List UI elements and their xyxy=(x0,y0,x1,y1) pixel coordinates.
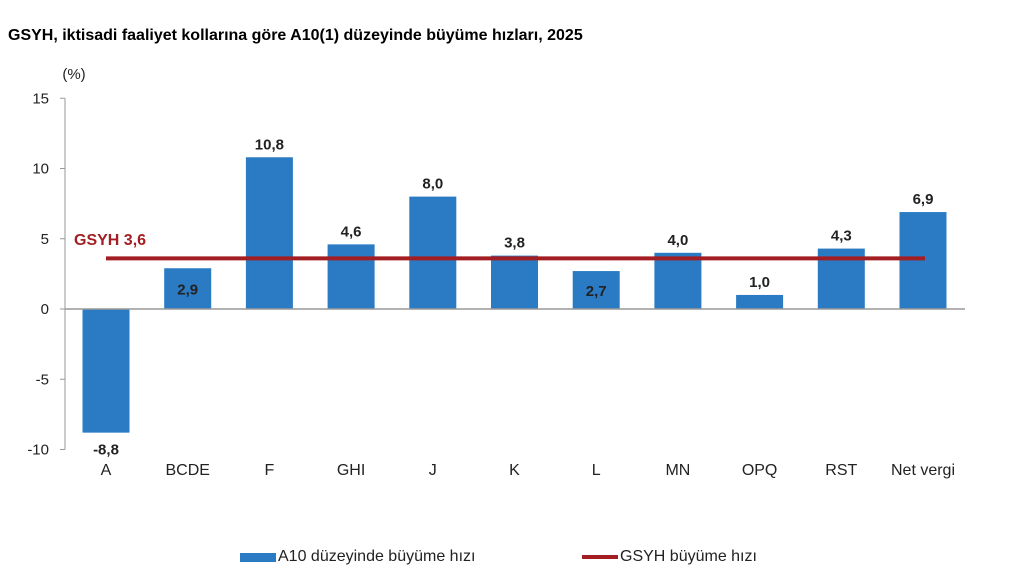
gsyh-annotation: GSYH 3,6 xyxy=(74,232,146,249)
bar xyxy=(164,268,212,309)
bar xyxy=(736,294,784,309)
y-axis-unit: (%) xyxy=(62,66,85,83)
x-category-label: F xyxy=(265,462,275,479)
x-category-label: J xyxy=(429,462,437,479)
x-category-label: OPQ xyxy=(742,462,778,479)
bar-value-label: 4,0 xyxy=(667,232,688,249)
y-tick-label: 15 xyxy=(32,90,49,107)
bar-value-label: 2,7 xyxy=(586,283,607,300)
legend-bar-swatch xyxy=(240,552,276,562)
bar-value-label: 2,9 xyxy=(177,282,198,299)
bar xyxy=(409,196,457,309)
bar-value-label: 3,8 xyxy=(504,235,525,252)
chart-title: GSYH, iktisadi faaliyet kollarına göre A… xyxy=(8,27,583,44)
y-tick-label: 5 xyxy=(41,231,49,248)
bar-value-label: 4,3 xyxy=(831,228,852,245)
bar xyxy=(654,252,702,309)
bar-value-label: 4,6 xyxy=(341,223,362,240)
bar-value-label: 8,0 xyxy=(422,176,443,193)
bar xyxy=(82,309,130,433)
x-category-label: MN xyxy=(665,462,690,479)
bar xyxy=(327,244,375,309)
x-category-label: A xyxy=(101,462,112,479)
x-category-label: BCDE xyxy=(165,462,209,479)
bar xyxy=(572,271,620,309)
y-tick-label: -10 xyxy=(27,442,49,459)
y-tick-label: 0 xyxy=(41,301,49,318)
legend-item-bars: A10 düzeyinde büyüme hızı xyxy=(240,548,475,566)
bar xyxy=(245,157,293,309)
bar xyxy=(899,212,947,309)
bar-value-label: 6,9 xyxy=(913,191,934,208)
bar-value-label: -8,8 xyxy=(93,442,119,459)
x-category-label: Net vergi xyxy=(891,462,955,479)
legend-line-label: GSYH büyüme hızı xyxy=(620,548,757,565)
bar xyxy=(491,255,538,309)
bar-value-label: 1,0 xyxy=(749,274,770,291)
y-tick-label: 10 xyxy=(32,161,49,178)
y-tick-label: -5 xyxy=(36,371,49,388)
x-category-label: L xyxy=(592,462,601,479)
x-category-label: GHI xyxy=(337,462,365,479)
x-category-label: K xyxy=(509,462,520,479)
legend-line-swatch xyxy=(582,555,618,559)
x-category-label: RST xyxy=(825,462,857,479)
legend-item-line: GSYH büyüme hızı xyxy=(582,548,757,566)
legend-bar-label: A10 düzeyinde büyüme hızı xyxy=(278,548,476,565)
bar-value-label: 10,8 xyxy=(255,136,284,153)
